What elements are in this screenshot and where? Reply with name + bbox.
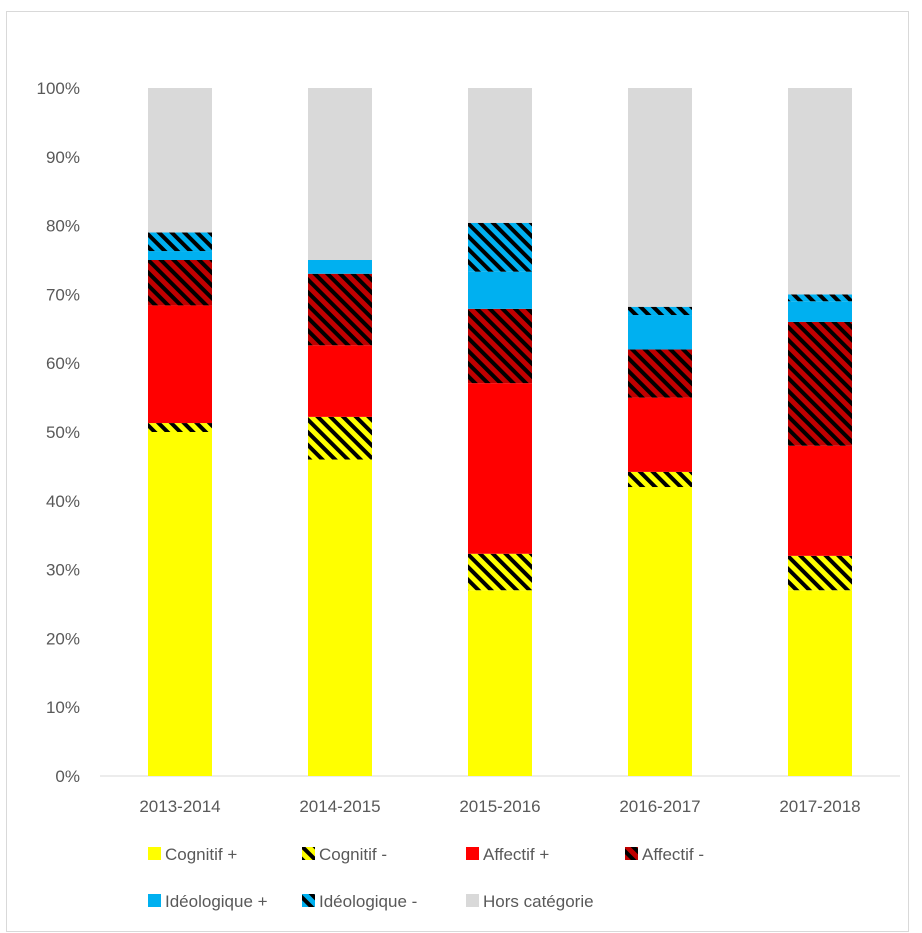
- bar-segment-cognitif-plus-2015-2016: [468, 590, 532, 776]
- x-tick-label: 2016-2017: [619, 797, 700, 816]
- legend-item-affectif-minus: Affectif -: [625, 845, 704, 864]
- bar-stack-2017-2018: [788, 88, 852, 776]
- legend-label: Idéologique +: [165, 892, 268, 911]
- bar-segment-ideologique-plus-2014-2015: [308, 260, 372, 274]
- bar-segment-cognitif-minus-2016-2017: [628, 471, 692, 488]
- bar-segment-cognitif-minus-2017-2018: [788, 555, 852, 591]
- y-tick-label: 40%: [46, 492, 80, 511]
- bar-segment-cognitif-minus-2015-2016: [468, 553, 532, 591]
- y-tick-label: 50%: [46, 423, 80, 442]
- legend-swatch: [148, 847, 161, 860]
- legend-item-hors-categorie: Hors catégorie: [466, 892, 594, 911]
- bar-segment-affectif-minus-2016-2017: [628, 349, 692, 398]
- bar-segment-cognitif-plus-2013-2014: [148, 432, 212, 776]
- bar-segment-ideologique-plus-2013-2014: [148, 251, 212, 260]
- bar-segment-cognitif-minus-2014-2015: [308, 416, 372, 460]
- legend-swatch: [148, 894, 161, 907]
- bar-segment-cognitif-plus-2016-2017: [628, 487, 692, 776]
- bar-segment-hors-categorie-2017-2018: [788, 88, 852, 295]
- bar-segment-affectif-plus-2017-2018: [788, 445, 852, 556]
- bar-stack-2015-2016: [468, 88, 532, 776]
- legend-swatch: [625, 847, 638, 860]
- legend-label: Hors catégorie: [483, 892, 594, 911]
- bar-stack-2014-2015: [308, 88, 372, 776]
- y-tick-label: 60%: [46, 354, 80, 373]
- bar-segment-affectif-plus-2013-2014: [148, 305, 212, 424]
- legend-label: Affectif -: [642, 845, 704, 864]
- bar-segment-cognitif-minus-2013-2014: [148, 423, 212, 432]
- y-tick-label: 80%: [46, 217, 80, 236]
- bar-segment-affectif-minus-2015-2016: [468, 308, 532, 384]
- bar-segment-ideologique-minus-2015-2016: [468, 222, 532, 272]
- bar-stack-2016-2017: [628, 88, 692, 776]
- legend-label: Cognitif +: [165, 845, 237, 864]
- bar-segment-cognitif-plus-2017-2018: [788, 590, 852, 776]
- bar-segment-affectif-plus-2015-2016: [468, 383, 532, 554]
- bar-segment-hors-categorie-2015-2016: [468, 88, 532, 223]
- bar-segment-hors-categorie-2014-2015: [308, 88, 372, 260]
- bar-segment-affectif-minus-2013-2014: [148, 260, 212, 306]
- y-tick-label: 10%: [46, 698, 80, 717]
- x-tick-label: 2013-2014: [139, 797, 220, 816]
- bar-segment-ideologique-plus-2016-2017: [628, 315, 692, 350]
- bar-segment-ideologique-plus-2015-2016: [468, 271, 532, 309]
- bar-segment-ideologique-plus-2017-2018: [788, 301, 852, 322]
- legend: Cognitif + Cognitif - Affectif + Affectif -…: [148, 845, 704, 911]
- bar-stack-2013-2014: [148, 88, 212, 776]
- y-tick-label: 70%: [46, 285, 80, 304]
- y-tick-label: 90%: [46, 148, 80, 167]
- legend-swatch: [302, 847, 315, 860]
- y-tick-label: 100%: [37, 79, 80, 98]
- x-tick-label: 2014-2015: [299, 797, 380, 816]
- bar-segment-affectif-minus-2017-2018: [788, 321, 852, 446]
- bar-segment-affectif-minus-2014-2015: [308, 273, 372, 346]
- bar-segment-affectif-plus-2016-2017: [628, 397, 692, 472]
- legend-label: Affectif +: [483, 845, 549, 864]
- x-tick-label: 2017-2018: [779, 797, 860, 816]
- y-tick-label: 0%: [55, 767, 80, 786]
- bar-segment-cognitif-plus-2014-2015: [308, 459, 372, 776]
- legend-item-ideologique-minus: Idéologique -: [302, 892, 417, 911]
- bar-segment-ideologique-minus-2017-2018: [788, 294, 852, 302]
- bars: [148, 88, 852, 776]
- x-tick-label: 2015-2016: [459, 797, 540, 816]
- y-tick-label: 30%: [46, 561, 80, 580]
- bar-segment-ideologique-minus-2013-2014: [148, 232, 212, 252]
- legend-label: Idéologique -: [319, 892, 417, 911]
- legend-label: Cognitif -: [319, 845, 387, 864]
- bar-segment-hors-categorie-2016-2017: [628, 88, 692, 307]
- y-tick-label: 20%: [46, 629, 80, 648]
- legend-item-affectif-plus: Affectif +: [466, 845, 549, 864]
- legend-swatch: [466, 894, 479, 907]
- x-axis: 2013-2014 2014-2015 2015-2016 2016-2017 2017…: [139, 797, 860, 816]
- legend-item-ideologique-plus: Idéologique +: [148, 892, 268, 911]
- bar-segment-hors-categorie-2013-2014: [148, 88, 212, 233]
- bar-segment-ideologique-minus-2016-2017: [628, 306, 692, 316]
- legend-item-cognitif-plus: Cognitif +: [148, 845, 237, 864]
- bar-segment-affectif-plus-2014-2015: [308, 345, 372, 417]
- y-axis: 0% 10% 20% 30% 40% 50% 60% 70% 80% 90% 100%: [37, 79, 80, 786]
- legend-swatch: [466, 847, 479, 860]
- legend-item-cognitif-minus: Cognitif -: [302, 845, 387, 864]
- legend-swatch: [302, 894, 315, 907]
